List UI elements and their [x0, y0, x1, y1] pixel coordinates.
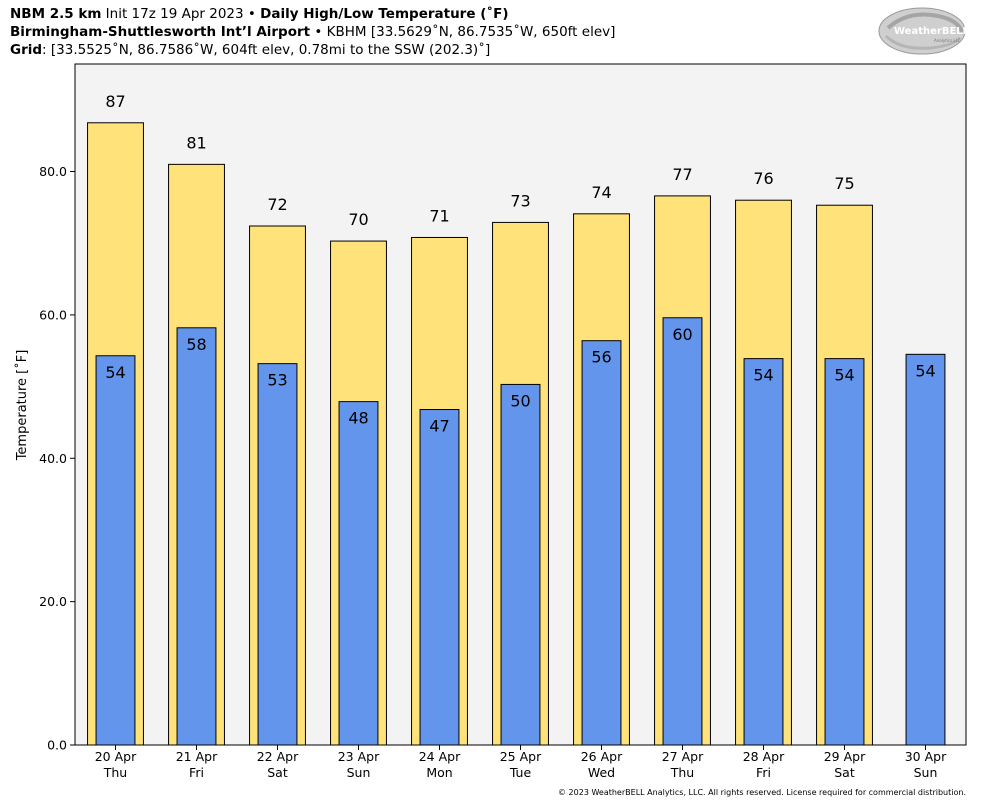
low-temp-label: 54: [915, 361, 935, 380]
x-tick-day: Fri: [189, 765, 204, 780]
copyright-notice: © 2023 WeatherBELL Analytics, LLC. All r…: [558, 788, 966, 797]
low-temp-label: 47: [429, 417, 449, 436]
high-temp-label: 77: [672, 165, 692, 184]
x-tick-date: 30 Apr: [905, 749, 947, 764]
x-tick-date: 25 Apr: [500, 749, 542, 764]
low-temp-label: 54: [834, 366, 854, 385]
init-time: Init 17z 19 Apr 2023 •: [101, 6, 261, 22]
low-temp-bar: [419, 409, 460, 746]
logo-text: WeatherBELL: [894, 26, 970, 37]
y-tick-label: 20.0: [39, 594, 67, 609]
y-tick-label: 60.0: [39, 307, 67, 322]
station-info: • KBHM [33.5629˚N, 86.7535˚W, 650ft elev…: [310, 24, 616, 40]
x-tick-day: Sun: [914, 765, 938, 780]
x-tick-date: 24 Apr: [419, 749, 461, 764]
x-tick-date: 21 Apr: [176, 749, 218, 764]
title-line-2: Birmingham-Shuttlesworth Int’l Airport •…: [10, 23, 615, 41]
high-temp-label: 70: [348, 210, 368, 229]
y-axis-label: Temperature [˚F]: [14, 350, 30, 462]
station-name: Birmingham-Shuttlesworth Int’l Airport: [10, 24, 311, 40]
high-temp-label: 76: [753, 169, 773, 188]
y-tick-label: 0.0: [47, 738, 67, 753]
weatherbell-logo: WeatherBELL Analytics LLC: [878, 6, 970, 60]
y-tick-label: 80.0: [39, 164, 67, 179]
x-tick-day: Sat: [834, 765, 855, 780]
grid-label: Grid: [10, 42, 43, 58]
bars-layer: 87 81 72 70 71 73 74 77 76 75 54 58 53 48 47 50 56 60 54 54…: [87, 92, 946, 746]
y-tick-label: 40.0: [39, 451, 67, 466]
title-line-1: NBM 2.5 km Init 17z 19 Apr 2023 • Daily …: [10, 5, 509, 23]
x-tick-date: 29 Apr: [824, 749, 866, 764]
low-temp-bar: [743, 358, 784, 746]
y-axis: 0.0 20.0 40.0 60.0 80.0: [39, 164, 75, 753]
high-temp-label: 74: [591, 183, 611, 202]
low-temp-bar: [824, 358, 865, 746]
x-tick-day: Tue: [509, 765, 532, 780]
low-temp-label: 50: [510, 391, 530, 410]
low-temp-label: 58: [186, 335, 206, 354]
high-temp-label: 87: [105, 92, 125, 111]
low-temp-label: 53: [267, 371, 287, 390]
x-tick-date: 27 Apr: [662, 749, 704, 764]
high-temp-label: 75: [834, 174, 854, 193]
low-temp-bar: [257, 363, 298, 746]
title-line-3: Grid: [33.5525˚N, 86.7586˚W, 604ft elev,…: [10, 41, 490, 59]
x-tick-day: Sun: [347, 765, 371, 780]
low-temp-label: 60: [672, 325, 692, 344]
x-tick-day: Sat: [267, 765, 288, 780]
x-tick-date: 26 Apr: [581, 749, 623, 764]
x-tick-day: Thu: [670, 765, 694, 780]
x-tick-day: Wed: [588, 765, 615, 780]
temperature-chart: 87 81 72 70 71 73 74 77 76 75 54 58 53 48 47 50 56 60 54 54…: [14, 63, 967, 780]
swirl-logo-icon: [878, 7, 966, 55]
low-temp-bar: [176, 327, 217, 746]
low-temp-bar: [500, 383, 541, 746]
low-temp-bar: [95, 355, 136, 746]
low-temp-bar: [581, 340, 622, 746]
low-temp-label: 56: [591, 348, 611, 367]
x-tick-day: Thu: [103, 765, 127, 780]
x-tick-day: Mon: [426, 765, 452, 780]
x-tick-date: 28 Apr: [743, 749, 785, 764]
low-temp-label: 48: [348, 409, 368, 428]
high-temp-label: 81: [186, 133, 206, 152]
low-temp-bar: [338, 401, 379, 746]
high-temp-label: 72: [267, 195, 287, 214]
model-name: NBM 2.5 km: [10, 6, 102, 22]
high-temp-label: 73: [510, 191, 530, 210]
x-tick-date: 23 Apr: [338, 749, 380, 764]
high-temp-label: 71: [429, 206, 449, 225]
low-temp-label: 54: [105, 363, 125, 382]
x-tick-date: 22 Apr: [257, 749, 299, 764]
low-temp-bar: [662, 317, 703, 746]
x-tick-day: Fri: [756, 765, 771, 780]
low-temp-bar: [905, 353, 946, 746]
grid-info: : [33.5525˚N, 86.7586˚W, 604ft elev, 0.7…: [42, 42, 491, 58]
product-name: Daily High/Low Temperature (˚F): [260, 6, 509, 22]
logo-subtext: Analytics LLC: [934, 38, 961, 43]
x-tick-date: 20 Apr: [95, 749, 137, 764]
low-temp-label: 54: [753, 366, 773, 385]
